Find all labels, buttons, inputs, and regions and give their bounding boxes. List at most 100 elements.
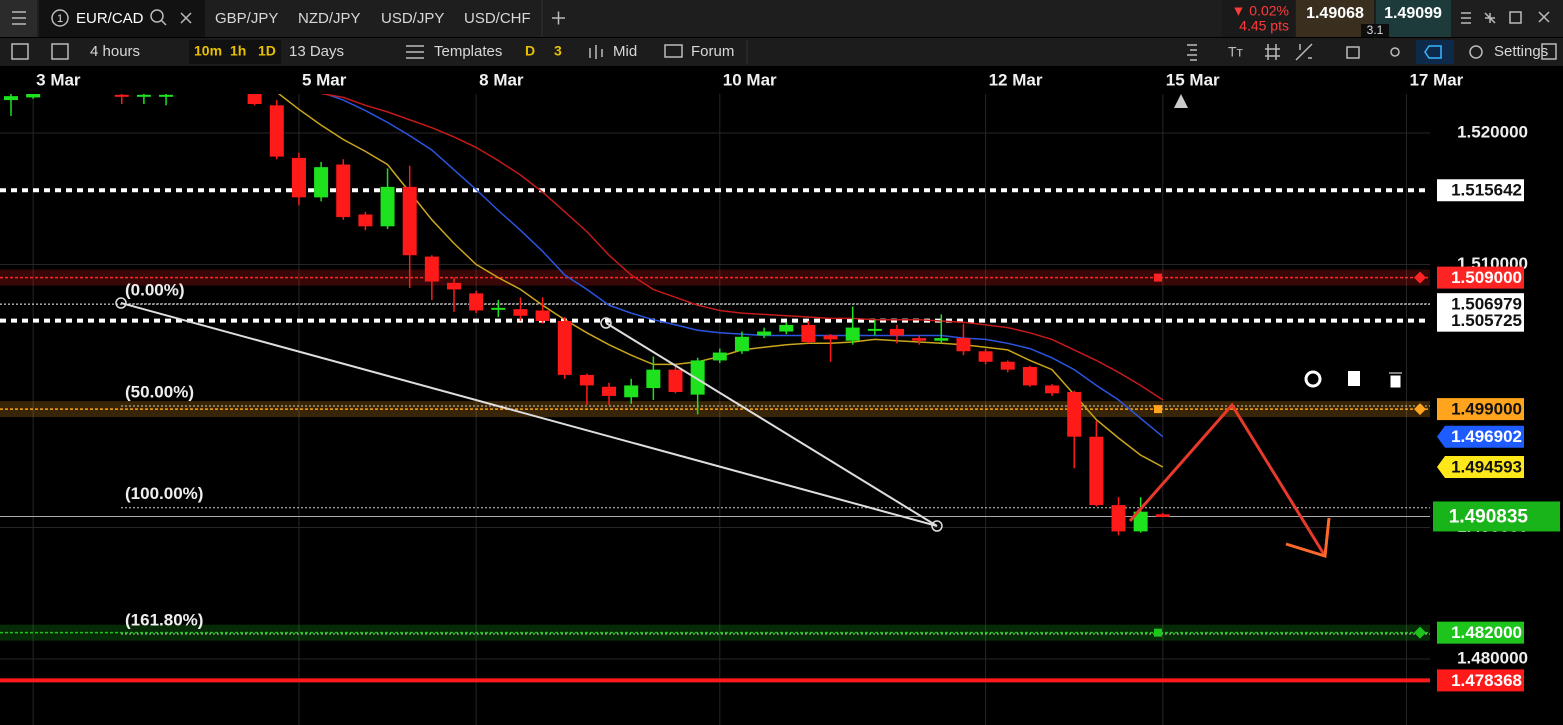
- candle-body: [712, 352, 727, 361]
- interval[interactable]: 10m: [194, 43, 222, 59]
- level-handle: [1154, 405, 1162, 414]
- candle-body: [757, 331, 772, 336]
- tab-label[interactable]: NZD/JPY: [298, 10, 361, 27]
- close-icon[interactable]: [1538, 11, 1550, 23]
- settings-icon: [1469, 45, 1483, 59]
- timeframe[interactable]: 4 hours: [90, 43, 140, 60]
- price-mode[interactable]: Mid: [613, 43, 637, 60]
- menu-icon: [12, 11, 26, 25]
- panel-icon[interactable]: [11, 43, 29, 60]
- candle-body: [734, 336, 749, 352]
- price-tag-label: 1.482000: [1451, 623, 1522, 642]
- y-tick-label: 1.480000: [1457, 648, 1528, 667]
- candle-body: [491, 307, 506, 310]
- price-tag: [1433, 501, 1560, 532]
- tab-label[interactable]: EUR/CAD: [76, 10, 144, 27]
- candle-body: [1111, 505, 1126, 532]
- style-count[interactable]: 3: [554, 43, 562, 59]
- active-tool[interactable]: [1416, 40, 1454, 64]
- candle-body: [336, 164, 351, 218]
- candle-body: [557, 320, 572, 375]
- anchor[interactable]: [931, 520, 943, 532]
- grid-icon[interactable]: [1265, 44, 1280, 60]
- price-tag-label: 1.505725: [1451, 311, 1522, 330]
- close-tab-icon[interactable]: [180, 12, 192, 24]
- candle-body: [801, 324, 816, 343]
- candle-body: [978, 351, 993, 362]
- price-tag-label: 1.509000: [1451, 268, 1522, 287]
- candle-body: [579, 374, 594, 386]
- spread-box: [1361, 24, 1389, 37]
- candle-body: [912, 338, 927, 341]
- candle-body: [779, 324, 794, 332]
- interval[interactable]: 1D: [258, 43, 276, 59]
- buy-price: 1.49099: [1384, 5, 1442, 22]
- popout-icon[interactable]: [1509, 11, 1522, 24]
- anchor[interactable]: [600, 317, 612, 329]
- change-percent: ▼ 0.02%: [1232, 3, 1289, 19]
- collapse-panel-icon[interactable]: [1541, 43, 1557, 60]
- candle-body: [513, 309, 528, 316]
- range[interactable]: 13 Days: [289, 43, 344, 60]
- candle-body: [358, 214, 373, 227]
- candle-body: [845, 327, 860, 341]
- candle-body: [114, 94, 129, 97]
- delete-icon[interactable]: [1389, 372, 1402, 388]
- x-tick-label: 17 Mar: [1409, 70, 1463, 89]
- price-tag-label: 1.478368: [1451, 671, 1522, 690]
- candle-body: [1133, 511, 1148, 532]
- price-tag: [1437, 456, 1524, 479]
- search-icon[interactable]: [150, 9, 164, 23]
- tab-number: 1: [57, 13, 63, 25]
- candle-body: [602, 386, 617, 396]
- candle-body: [823, 335, 838, 340]
- tab-label[interactable]: USD/JPY: [381, 10, 444, 27]
- candle-body: [1022, 367, 1037, 386]
- price-tag: [1437, 425, 1524, 448]
- candle-body: [890, 328, 904, 336]
- candle-body: [291, 157, 306, 198]
- copy-icon[interactable]: [1346, 46, 1360, 59]
- duplicate-icon[interactable]: [1348, 371, 1360, 386]
- price-tag-label: 1.499000: [1451, 400, 1522, 419]
- list-icon[interactable]: [1461, 12, 1471, 24]
- layout-icon[interactable]: [51, 43, 69, 60]
- candle-body: [690, 360, 705, 395]
- spread: 3.1: [1367, 23, 1384, 37]
- mid-icon: [589, 45, 603, 59]
- price-tag-label: 1.506979: [1451, 295, 1522, 314]
- tool-icon[interactable]: [1187, 44, 1197, 61]
- gear-icon[interactable]: [1304, 370, 1322, 388]
- interval[interactable]: 1h: [230, 43, 246, 59]
- y-tick-label: 1.520000: [1457, 122, 1528, 141]
- tag-icon: [1424, 45, 1442, 59]
- change-box: [1222, 0, 1295, 37]
- crosshair-icon[interactable]: [1390, 47, 1400, 57]
- candle-body: [269, 105, 284, 157]
- text-tool-icon[interactable]: Tт: [1228, 44, 1244, 60]
- active-tab[interactable]: [39, 0, 205, 37]
- chart-style[interactable]: D: [525, 43, 535, 59]
- collapse-icon[interactable]: [1484, 12, 1496, 24]
- tab-label[interactable]: USD/CHF: [464, 10, 531, 27]
- draw-icon[interactable]: [1295, 43, 1313, 61]
- candle-body: [956, 338, 971, 352]
- moving-average: [320, 94, 1164, 401]
- forum[interactable]: Forum: [691, 43, 734, 60]
- search-icon-handle: [160, 19, 167, 26]
- projection-arrow: [1128, 402, 1327, 557]
- candle-body: [380, 186, 395, 227]
- add-tab-icon[interactable]: [552, 11, 565, 25]
- interval-group: [189, 40, 281, 64]
- templates[interactable]: Templates: [434, 43, 502, 60]
- x-tick-label: 12 Mar: [989, 70, 1043, 89]
- candle-body: [4, 96, 18, 101]
- forum-icon: [664, 44, 683, 58]
- level-handle: [1414, 271, 1426, 284]
- date-axis: [0, 67, 1563, 94]
- tab-label[interactable]: GBP/JPY: [215, 10, 278, 27]
- anchor[interactable]: [115, 297, 127, 309]
- candle-body: [402, 186, 417, 256]
- settings[interactable]: Settings: [1494, 43, 1548, 60]
